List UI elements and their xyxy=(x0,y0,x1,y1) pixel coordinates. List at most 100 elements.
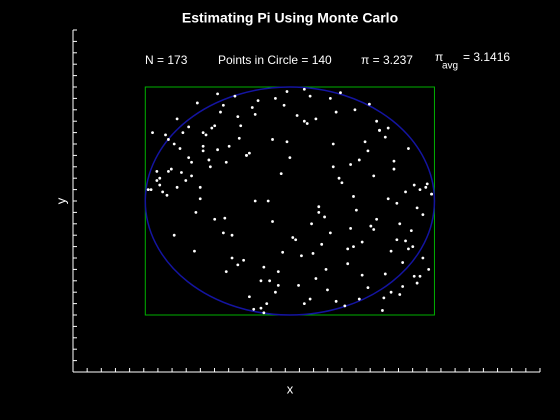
point xyxy=(375,119,379,123)
point xyxy=(398,222,402,226)
point xyxy=(334,110,338,114)
point xyxy=(366,149,370,153)
point xyxy=(363,140,367,144)
point xyxy=(230,233,234,237)
annotation: = 3.1416 xyxy=(463,50,510,64)
point xyxy=(425,182,429,186)
point xyxy=(382,296,386,300)
point xyxy=(430,192,433,196)
point xyxy=(339,91,342,95)
point xyxy=(360,273,364,277)
point xyxy=(198,185,202,189)
point xyxy=(149,188,153,192)
point xyxy=(245,154,248,157)
point xyxy=(262,311,266,315)
point xyxy=(360,240,364,244)
point xyxy=(169,167,173,171)
point xyxy=(386,197,390,201)
annotation: avg xyxy=(442,61,458,72)
point xyxy=(178,147,182,150)
point xyxy=(233,94,237,98)
point xyxy=(334,299,338,303)
point xyxy=(259,306,263,310)
point xyxy=(369,224,373,228)
point xyxy=(221,103,225,107)
point xyxy=(409,229,413,233)
point xyxy=(389,249,393,253)
point xyxy=(180,171,183,174)
point xyxy=(302,87,306,91)
point xyxy=(424,185,428,189)
point xyxy=(311,252,315,255)
point xyxy=(265,302,269,305)
point xyxy=(308,94,312,98)
point xyxy=(308,297,312,301)
point xyxy=(349,163,352,166)
point xyxy=(337,176,341,180)
annotation: π = 3.237 xyxy=(361,53,413,67)
point xyxy=(415,281,419,285)
point xyxy=(401,285,405,288)
point xyxy=(357,297,361,301)
point xyxy=(295,114,299,117)
point xyxy=(253,112,257,116)
point xyxy=(285,90,289,93)
point xyxy=(346,262,350,266)
point xyxy=(271,138,274,141)
point xyxy=(165,193,169,197)
point xyxy=(223,216,227,220)
point xyxy=(418,274,422,278)
point xyxy=(314,277,318,280)
point xyxy=(208,165,212,169)
point xyxy=(343,304,347,308)
point xyxy=(407,147,410,150)
point xyxy=(352,245,355,249)
point xyxy=(262,265,266,269)
point xyxy=(395,201,399,205)
point xyxy=(421,256,425,260)
point xyxy=(381,309,384,312)
point xyxy=(230,256,234,260)
point xyxy=(187,156,191,160)
point xyxy=(349,226,352,230)
point xyxy=(317,205,321,209)
point xyxy=(353,108,357,112)
point xyxy=(357,158,361,162)
point xyxy=(302,302,306,305)
point xyxy=(219,110,222,114)
point xyxy=(285,140,289,144)
chart-title: Estimating Pi Using Monte Carlo xyxy=(182,10,398,26)
point xyxy=(291,236,295,239)
point xyxy=(274,290,277,294)
point xyxy=(184,179,188,182)
point xyxy=(175,117,179,121)
point xyxy=(213,124,217,128)
point xyxy=(281,250,285,254)
point xyxy=(167,138,170,141)
point xyxy=(247,295,251,299)
point xyxy=(302,119,306,123)
annotation: Points in Circle = 140 xyxy=(218,53,332,67)
point xyxy=(279,172,283,176)
point xyxy=(181,131,185,135)
annotation: π xyxy=(435,50,443,64)
point xyxy=(175,185,179,189)
point xyxy=(210,126,214,130)
point xyxy=(401,261,405,264)
point xyxy=(207,158,211,162)
point xyxy=(250,106,254,109)
square xyxy=(144,86,435,316)
point xyxy=(297,283,300,287)
point xyxy=(194,211,198,214)
point xyxy=(256,99,260,103)
point xyxy=(389,290,393,294)
point xyxy=(395,238,399,242)
point xyxy=(317,211,321,214)
point xyxy=(198,197,202,201)
point xyxy=(268,279,272,283)
point xyxy=(247,151,251,155)
point xyxy=(328,231,332,235)
point xyxy=(259,279,263,283)
point xyxy=(386,126,390,130)
point xyxy=(326,288,329,292)
